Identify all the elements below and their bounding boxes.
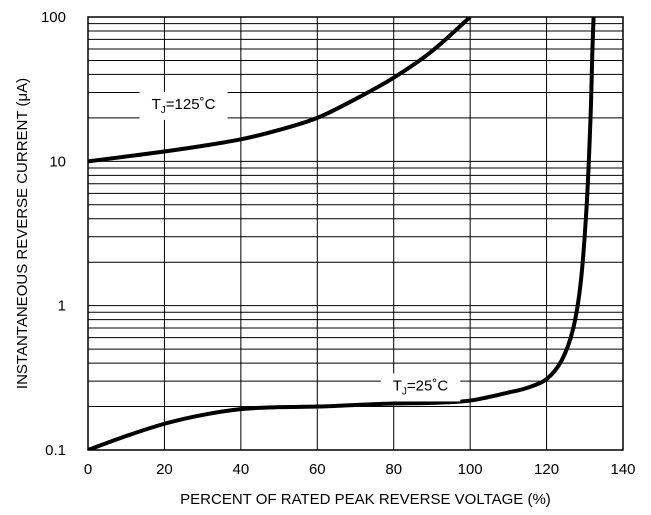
label-tj-25: TJ=25˚C — [380, 373, 461, 402]
curve-tj-25 — [88, 17, 596, 450]
curve-label-subscript: J — [402, 386, 407, 397]
x-tick-label: 40 — [233, 461, 250, 478]
label-background — [139, 91, 228, 120]
x-axis-title: PERCENT OF RATED PEAK REVERSE VOLTAGE (%… — [180, 491, 551, 508]
x-tick-label: 120 — [534, 461, 559, 478]
curve-label-rest: =25˚C — [407, 377, 448, 394]
x-tick-label: 140 — [610, 461, 635, 478]
tick-labels: 0 20 40 60 80 100 120 140 0.1 1 10 100 — [41, 9, 636, 478]
curve-tj-125 — [88, 17, 472, 164]
curve-label-subscript: J — [161, 105, 166, 116]
x-tick-label: 80 — [385, 461, 402, 478]
curve-label-text: TJ=125˚C — [152, 96, 216, 116]
y-tick-label: 100 — [41, 9, 66, 26]
label-background — [380, 373, 461, 402]
curve-label-main: T — [393, 377, 402, 394]
x-tick-label: 60 — [309, 461, 326, 478]
curve-label-main: T — [152, 96, 161, 113]
y-tick-label: 1 — [58, 298, 66, 315]
y-tick-label: 10 — [49, 153, 66, 170]
x-tick-label: 100 — [458, 461, 483, 478]
y-axis-title: INSTANTANEOUS REVERSE CURRENT (μA) — [14, 78, 31, 389]
curve-label-text: TJ=25˚C — [393, 377, 449, 397]
curve-label-rest: =125˚C — [166, 96, 216, 113]
curve-labels: TJ=125˚CTJ=25˚C — [139, 91, 461, 402]
plot-frame — [87, 16, 624, 451]
label-tj-125: TJ=125˚C — [139, 91, 228, 120]
curves — [88, 17, 596, 450]
x-tick-label: 20 — [156, 461, 173, 478]
y-tick-label: 0.1 — [45, 442, 66, 459]
grid — [87, 17, 624, 451]
x-tick-label: 0 — [84, 461, 92, 478]
